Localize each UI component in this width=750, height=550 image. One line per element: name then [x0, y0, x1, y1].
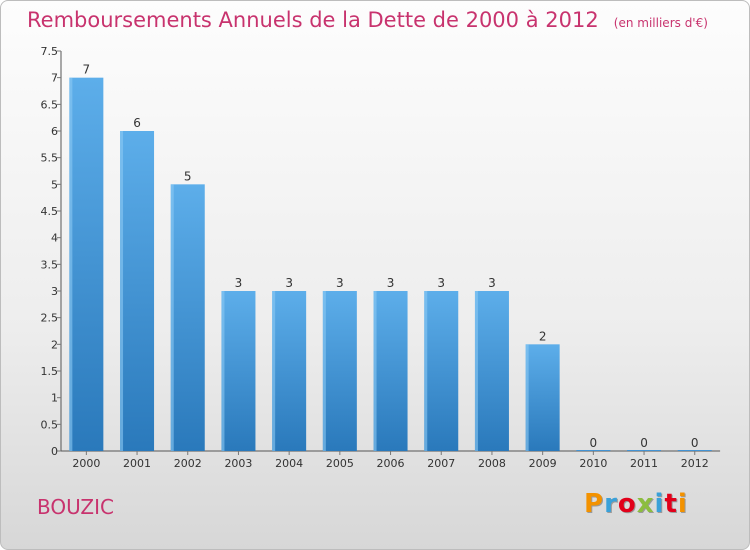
bar-highlight	[474, 291, 478, 451]
bar-2007	[424, 291, 459, 451]
x-tick-label: 2007	[427, 457, 455, 470]
data-label-2006: 3	[387, 276, 395, 290]
y-tick-label: 3	[51, 285, 58, 298]
data-label-2005: 3	[336, 276, 344, 290]
data-label-2009: 2	[539, 329, 547, 343]
bars	[69, 77, 712, 452]
title-row: Remboursements Annuels de la Dette de 20…	[27, 8, 708, 32]
bar-highlight	[424, 291, 428, 451]
y-tick-label: 7	[51, 72, 58, 85]
brand-letter: r	[604, 489, 618, 519]
bar-highlight	[170, 184, 174, 452]
y-tick-label: 7.5	[41, 45, 59, 58]
y-tick-label: 6.5	[41, 98, 59, 111]
bar-2012	[677, 450, 712, 451]
data-label-2010: 0	[590, 436, 598, 450]
data-label-2011: 0	[640, 436, 648, 450]
bar-2000	[69, 77, 104, 452]
brand-logo: Proxiti	[584, 489, 688, 519]
brand-letter: i	[654, 489, 665, 519]
x-tick-label: 2009	[529, 457, 557, 470]
x-tick-label: 2012	[681, 457, 709, 470]
y-tick-label: 1	[51, 392, 58, 405]
bar-2003	[221, 291, 256, 451]
y-tick-label: 0	[51, 445, 58, 458]
y-tick-label: 6	[51, 125, 58, 138]
x-tick-label: 2005	[326, 457, 354, 470]
y-tick-label: 4.5	[41, 205, 59, 218]
x-tick-label: 2003	[224, 457, 252, 470]
bar-highlight	[322, 291, 326, 451]
data-label-2002: 5	[184, 169, 192, 183]
bar-highlight	[120, 131, 124, 451]
x-tick-label: 2004	[275, 457, 303, 470]
data-label-2000: 7	[83, 63, 91, 77]
data-label-2008: 3	[488, 276, 496, 290]
brand-letter: t	[664, 489, 678, 519]
chart-title: Remboursements Annuels de la Dette de 20…	[27, 8, 599, 32]
bar-2010	[576, 450, 611, 451]
data-label-2003: 3	[235, 276, 243, 290]
brand-letter: o	[617, 489, 637, 519]
y-tick-label: 0.5	[41, 418, 59, 431]
bar-2008	[474, 291, 509, 451]
brand-letter: x	[636, 489, 655, 519]
x-tick-label: 2001	[123, 457, 151, 470]
brand-letter: i	[677, 489, 688, 519]
bar-highlight	[272, 291, 276, 451]
x-tick-label: 2011	[630, 457, 658, 470]
y-tick-label: 5.5	[41, 152, 59, 165]
bar-highlight	[221, 291, 225, 451]
bar-2001	[120, 131, 155, 451]
y-axis: 0 0.5 1 1.5 2 2.5 3 3.5 4 4.5 5 5.5 6 6.5 7 7.5	[41, 45, 62, 458]
bar-highlight	[373, 291, 377, 451]
bar-highlight	[525, 344, 529, 451]
x-tick-label: 2002	[174, 457, 202, 470]
x-tick-label: 2006	[377, 457, 405, 470]
bar-2006	[373, 291, 408, 451]
brand-letter: P	[584, 489, 605, 519]
y-tick-label: 2.5	[41, 312, 59, 325]
bar-2005	[322, 291, 357, 451]
data-label-2004: 3	[285, 276, 293, 290]
y-tick-label: 5	[51, 178, 58, 191]
bar-2002	[170, 184, 205, 452]
y-tick-label: 2	[51, 338, 58, 351]
y-tick-label: 3.5	[41, 258, 59, 271]
bar-2011	[627, 450, 662, 451]
x-tick-label: 2010	[579, 457, 607, 470]
y-tick-label: 1.5	[41, 365, 59, 378]
x-tick-label: 2008	[478, 457, 506, 470]
y-tick-label: 4	[51, 232, 58, 245]
bar-2009	[525, 344, 560, 451]
city-name: BOUZIC	[37, 495, 114, 519]
x-axis: 2000 2001 2002 2003 2004 2005 2006 2007 2008 2009…	[61, 450, 721, 470]
x-tick-label: 2000	[72, 457, 100, 470]
chart-subtitle: (en milliers d'€)	[613, 16, 708, 30]
data-label-2007: 3	[437, 276, 445, 290]
data-label-2012: 0	[691, 436, 699, 450]
bar-2004	[272, 291, 307, 451]
bar-highlight	[69, 77, 73, 452]
data-labels: 7 6 5 3 3 3 3 3 3 2 0 0 0	[83, 63, 699, 450]
data-label-2001: 6	[133, 116, 141, 130]
